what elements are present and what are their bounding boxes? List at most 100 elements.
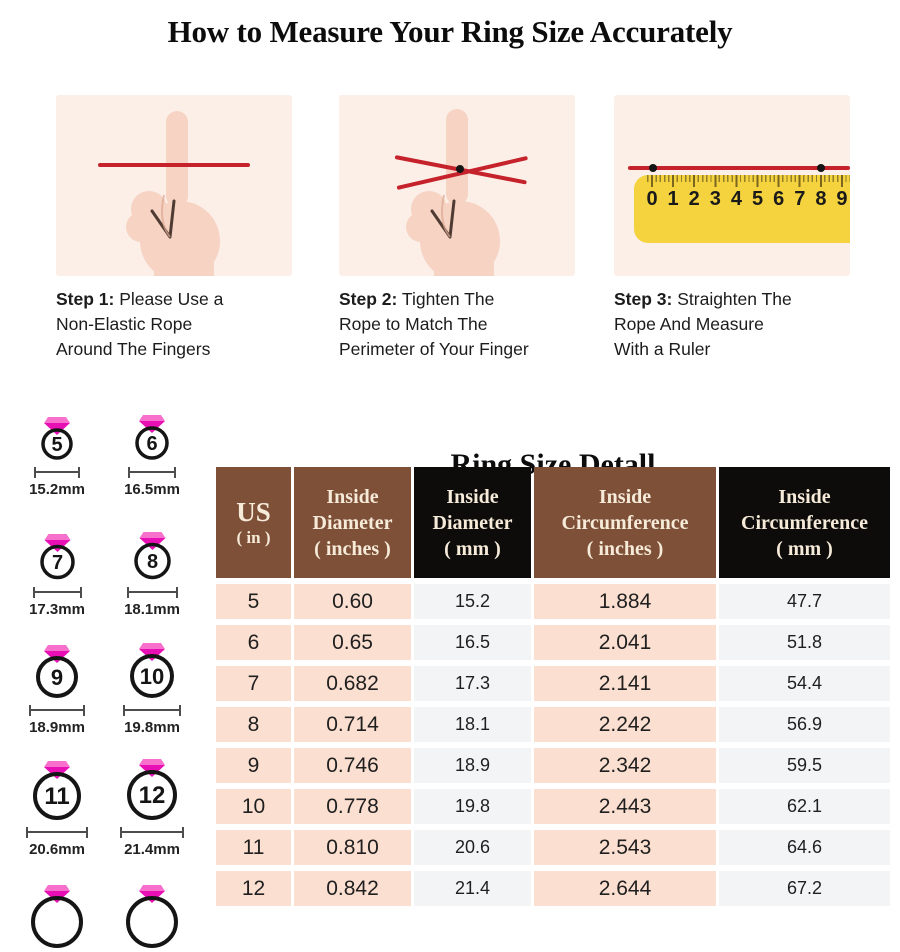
step3-caption: Step 3: Straighten The Rope And Measure … bbox=[614, 289, 792, 359]
cell-diameter-mm: 18.1 bbox=[414, 707, 531, 742]
ring-diameter-label: 15.2mm bbox=[29, 481, 85, 498]
measure-bracket bbox=[120, 827, 184, 838]
cell-circumference-inches: 2.543 bbox=[534, 830, 716, 865]
ruler-number: 6 bbox=[773, 188, 785, 210]
step2-label: Step 2: bbox=[339, 289, 398, 309]
measure-bracket bbox=[32, 587, 82, 598]
ring-icon: 8 bbox=[133, 532, 171, 580]
cell-circumference-mm: 59.5 bbox=[719, 748, 890, 783]
ruler-number: 0 bbox=[646, 188, 658, 210]
cell-us-size: 11 bbox=[216, 830, 291, 865]
measure-bracket bbox=[34, 467, 80, 478]
svg-text:12: 12 bbox=[139, 782, 166, 809]
ruler: 0 1 2 3 4 5 6 7 8 9 bbox=[634, 175, 850, 243]
ring-diameter-label: 18.1mm bbox=[124, 601, 180, 618]
page-title: How to Measure Your Ring Size Accurately bbox=[167, 13, 733, 49]
cell-diameter-mm: 21.4 bbox=[414, 871, 531, 906]
cell-circumference-inches: 2.041 bbox=[534, 625, 716, 660]
step3-label: Step 3: bbox=[614, 289, 673, 309]
measure-bracket bbox=[126, 587, 178, 598]
cell-us-size: 5 bbox=[216, 584, 291, 619]
cell-circumference-inches: 1.884 bbox=[534, 584, 716, 619]
cell-circumference-inches: 2.443 bbox=[534, 789, 716, 824]
cell-circumference-mm: 47.7 bbox=[719, 584, 890, 619]
measure-bracket bbox=[123, 705, 181, 716]
ruler-number: 7 bbox=[794, 188, 806, 210]
header-inside-circumference-inches: Inside Circumference ( inches ) bbox=[534, 467, 716, 578]
cell-diameter-mm: 20.6 bbox=[414, 830, 531, 865]
svg-text:8: 8 bbox=[146, 551, 157, 573]
header-inside-diameter-mm: Inside Diameter ( mm ) bbox=[414, 467, 531, 578]
ring-icon: 10 bbox=[130, 643, 174, 698]
hand-finger-up-illustration bbox=[126, 111, 220, 276]
cell-diameter-inches: 0.682 bbox=[294, 666, 411, 701]
cell-us-size: 12 bbox=[216, 871, 291, 906]
cell-circumference-inches: 2.644 bbox=[534, 871, 716, 906]
cell-us-size: 7 bbox=[216, 666, 291, 701]
ring-diagram-partial-right bbox=[110, 882, 194, 952]
rope-start-dot bbox=[649, 164, 657, 172]
ruler-number: 9 bbox=[836, 188, 848, 210]
cell-diameter-inches: 0.810 bbox=[294, 830, 411, 865]
cell-diameter-inches: 0.65 bbox=[294, 625, 411, 660]
svg-text:5: 5 bbox=[51, 434, 62, 456]
cell-circumference-mm: 64.6 bbox=[719, 830, 890, 865]
ring-diagram-11: 11 20.6mm bbox=[15, 758, 99, 859]
step1-label: Step 1: bbox=[56, 289, 115, 309]
rope-end-dot bbox=[817, 164, 825, 172]
measure-bracket bbox=[128, 467, 176, 478]
step2-caption: Step 2: Tighten The Rope to Match The Pe… bbox=[339, 289, 529, 359]
ruler-number: 3 bbox=[709, 188, 721, 210]
cell-circumference-inches: 2.342 bbox=[534, 748, 716, 783]
ring-icon bbox=[31, 885, 83, 948]
rope-line bbox=[98, 163, 250, 167]
cell-diameter-mm: 19.8 bbox=[414, 789, 531, 824]
svg-text:11: 11 bbox=[44, 783, 69, 810]
cell-circumference-mm: 56.9 bbox=[719, 707, 890, 742]
cell-diameter-mm: 18.9 bbox=[414, 748, 531, 783]
rope-knot-dot bbox=[456, 165, 464, 173]
ring-diagram-9: 9 18.9mm bbox=[15, 642, 99, 737]
ring-icon: 7 bbox=[39, 534, 75, 580]
header-inside-diameter-inches: Inside Diameter ( inches ) bbox=[294, 467, 411, 578]
cell-diameter-mm: 16.5 bbox=[414, 625, 531, 660]
ring-icon: 9 bbox=[36, 645, 78, 698]
measure-bracket bbox=[26, 827, 88, 838]
step3-illustration: 0 1 2 3 4 5 6 7 8 9 bbox=[614, 95, 850, 276]
ring-diameter-label: 20.6mm bbox=[29, 841, 85, 858]
ring-diagram-8: 8 18.1mm bbox=[110, 529, 194, 619]
cell-diameter-inches: 0.842 bbox=[294, 871, 411, 906]
svg-text:7: 7 bbox=[51, 552, 62, 574]
cell-us-size: 6 bbox=[216, 625, 291, 660]
ring-icon: 5 bbox=[41, 417, 73, 460]
measure-bracket bbox=[29, 705, 85, 716]
cell-circumference-mm: 54.4 bbox=[719, 666, 890, 701]
svg-text:10: 10 bbox=[140, 664, 164, 689]
ring-diagram-10: 10 19.8mm bbox=[110, 640, 194, 737]
cell-diameter-mm: 17.3 bbox=[414, 666, 531, 701]
ring-diagram-12: 12 21.4mm bbox=[110, 756, 194, 859]
ruler-numbers: 0 1 2 3 4 5 6 7 8 9 bbox=[642, 188, 850, 211]
header-inside-circumference-mm: Inside Circumference ( mm ) bbox=[719, 467, 890, 578]
ring-icon bbox=[126, 885, 178, 948]
ruler-number: 1 bbox=[667, 188, 679, 210]
rope-straight-line bbox=[628, 166, 850, 170]
cell-circumference-mm: 51.8 bbox=[719, 625, 890, 660]
cell-diameter-inches: 0.60 bbox=[294, 584, 411, 619]
ring-diagram-7: 7 17.3mm bbox=[15, 531, 99, 619]
cell-us-size: 10 bbox=[216, 789, 291, 824]
cell-diameter-inches: 0.746 bbox=[294, 748, 411, 783]
ring-icon: 11 bbox=[33, 761, 81, 820]
ring-diagram-partial-left bbox=[15, 882, 99, 952]
ring-diameter-label: 16.5mm bbox=[124, 481, 180, 498]
ring-diagram-6: 6 16.5mm bbox=[110, 412, 194, 499]
cell-diameter-inches: 0.778 bbox=[294, 789, 411, 824]
ring-diameter-label: 18.9mm bbox=[29, 719, 85, 736]
cell-us-size: 8 bbox=[216, 707, 291, 742]
step1-illustration bbox=[56, 95, 292, 276]
ring-size-guide: { "title": "How to Measure Your Ring Siz… bbox=[15, 13, 890, 948]
step2-illustration bbox=[339, 95, 575, 276]
step1-caption: Step 1: Please Use a Non-Elastic Rope Ar… bbox=[56, 289, 224, 359]
ruler-number: 2 bbox=[688, 188, 700, 210]
ruler-number: 8 bbox=[815, 188, 827, 210]
